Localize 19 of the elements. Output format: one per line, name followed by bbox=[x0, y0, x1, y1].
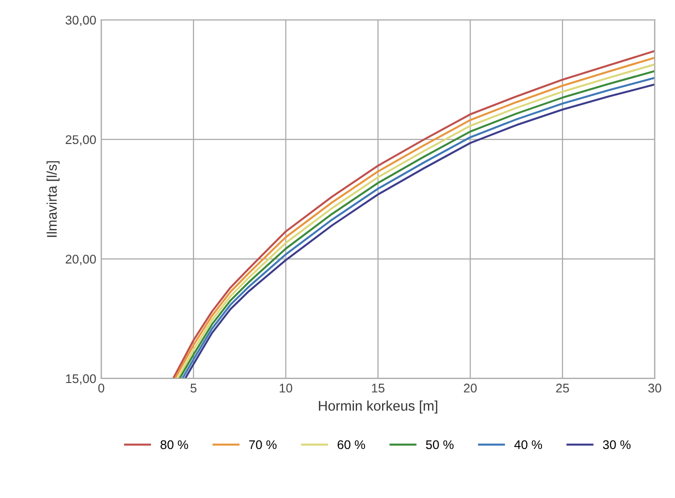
x-tick-label: 15 bbox=[372, 384, 384, 393]
y-tick-label: 20,00 bbox=[66, 254, 96, 266]
legend-label: 50 % bbox=[426, 440, 454, 450]
x-tick-label: 20 bbox=[464, 384, 477, 393]
legend-label: 30 % bbox=[602, 440, 631, 450]
legend-label: 40 % bbox=[514, 440, 542, 450]
y-tick-label: 15,00 bbox=[66, 374, 96, 385]
x-axis-title: Hormin korkeus [m] bbox=[318, 400, 438, 414]
x-tick-label: 5 bbox=[190, 384, 196, 393]
legend-label: 70 % bbox=[249, 440, 277, 450]
y-tick-label: 30,00 bbox=[66, 16, 96, 26]
x-tick-label: 25 bbox=[556, 384, 569, 393]
y-tick-label: 25,00 bbox=[66, 135, 96, 146]
x-tick-label: 0 bbox=[98, 384, 104, 393]
y-axis-title: Ilmavirta [l/s] bbox=[46, 161, 60, 237]
x-tick-label: 10 bbox=[280, 384, 292, 393]
x-tick-label: 30 bbox=[648, 384, 662, 393]
legend-label: 80 % bbox=[160, 440, 188, 450]
legend-label: 60 % bbox=[338, 440, 366, 450]
